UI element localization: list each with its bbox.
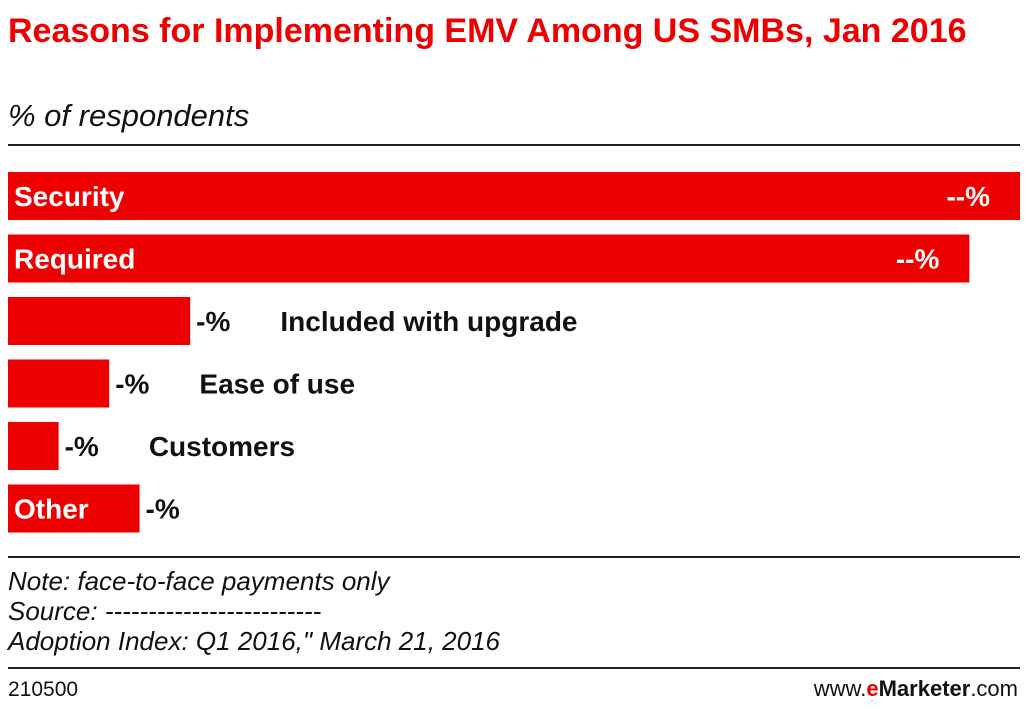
citation-text: Adoption Index: Q1 2016," March 21, 2016 bbox=[8, 626, 501, 656]
category-label: Other bbox=[14, 494, 89, 525]
value-label: --% bbox=[896, 244, 940, 275]
brand-name: Marketer bbox=[878, 676, 971, 701]
brand-e: e bbox=[866, 676, 879, 701]
brand-suffix: .com bbox=[970, 676, 1018, 701]
chart-subtitle: % of respondents bbox=[8, 98, 250, 133]
footer-divider bbox=[8, 667, 1020, 669]
category-label: Security bbox=[14, 181, 125, 212]
bar-customers bbox=[8, 422, 59, 470]
source-text: Source: ------------------------- bbox=[8, 596, 322, 626]
top-divider bbox=[8, 144, 1020, 146]
chart-id: 210500 bbox=[8, 678, 79, 701]
bar-ease-of-use bbox=[8, 359, 110, 408]
chart-notes: Note: face-to-face payments only Source:… bbox=[8, 566, 500, 656]
value-label: -% bbox=[115, 369, 149, 400]
value-label: -% bbox=[146, 494, 180, 525]
bottom-divider bbox=[8, 556, 1020, 558]
category-label: Ease of use bbox=[199, 369, 355, 400]
bar-required bbox=[8, 234, 970, 283]
bar-other bbox=[8, 484, 140, 533]
bar-included-with-upgrade bbox=[8, 297, 191, 345]
note-text: Note: face-to-face payments only bbox=[8, 566, 390, 596]
chart-title: Reasons for Implementing EMV Among US SM… bbox=[8, 12, 967, 50]
emarketer-link[interactable]: www.eMarketer.com bbox=[814, 676, 1018, 702]
category-label: Included with upgrade bbox=[280, 306, 577, 337]
category-label: Required bbox=[14, 244, 135, 275]
bar-security bbox=[8, 172, 1020, 220]
bar-chart: Security --% Required --% -% Included with up… bbox=[8, 172, 1020, 533]
brand-prefix: www. bbox=[813, 676, 867, 701]
value-label: -% bbox=[196, 306, 230, 337]
value-label: --% bbox=[946, 181, 990, 212]
value-label: -% bbox=[65, 431, 99, 462]
category-label: Customers bbox=[149, 431, 295, 462]
